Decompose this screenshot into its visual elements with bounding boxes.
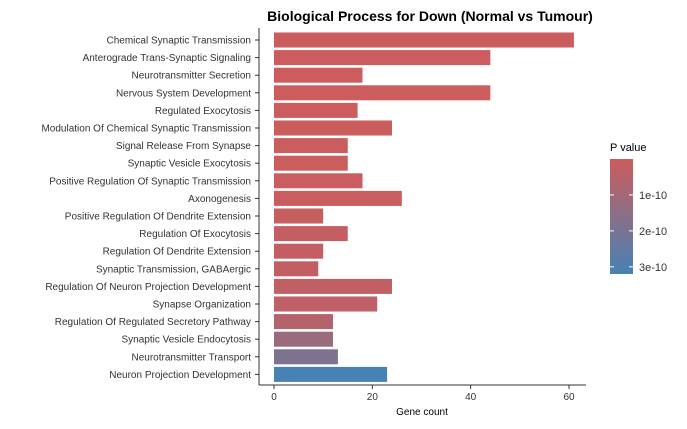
x-axis-title: Gene count xyxy=(396,407,448,418)
bar xyxy=(274,226,348,242)
bar xyxy=(274,67,363,83)
y-axis-labels: Chemical Synaptic Transmission Anterograd… xyxy=(41,28,260,385)
x-tick-label: 60 xyxy=(563,392,575,403)
bar xyxy=(274,155,348,171)
y-tick-label: Synaptic Vesicle Endocytosis xyxy=(121,335,251,346)
bar xyxy=(274,278,392,294)
y-tick-label: Anterograde Trans-Synaptic Signaling xyxy=(83,53,251,64)
bar xyxy=(274,120,392,136)
y-tick-label: Axonogenesis xyxy=(188,194,251,205)
bar xyxy=(274,138,348,154)
bar xyxy=(274,243,324,259)
legend-tick-label: 2e-10 xyxy=(639,226,667,238)
y-tick-label: Regulation Of Dendrite Extension xyxy=(103,247,251,258)
y-tick-label: Positive Regulation Of Synaptic Transmis… xyxy=(49,176,251,187)
y-tick-label: Synaptic Vesicle Exocytosis xyxy=(128,159,251,170)
bar xyxy=(274,314,333,330)
legend-tick-label: 3e-10 xyxy=(639,262,667,274)
chart-title: Biological Process for Down (Normal vs T… xyxy=(267,8,593,24)
bar xyxy=(274,366,388,382)
bar xyxy=(274,261,319,277)
legend-tick-label: 1e-10 xyxy=(639,190,667,202)
bar xyxy=(274,349,338,365)
bars-layer xyxy=(274,32,574,382)
bar xyxy=(274,208,324,224)
y-tick-label: Regulation Of Regulated Secretory Pathwa… xyxy=(55,317,251,328)
y-tick-label: Neurotransmitter Transport xyxy=(132,352,252,363)
y-tick-label: Regulation Of Exocytosis xyxy=(139,229,251,240)
y-tick-label: Neuron Projection Development xyxy=(109,370,251,381)
y-tick-label: Regulation Of Neuron Projection Developm… xyxy=(45,282,251,293)
y-tick-label: Regulated Exocytosis xyxy=(155,106,251,117)
y-tick-label: Synaptic Transmission, GABAergic xyxy=(96,264,251,275)
bar xyxy=(274,296,378,312)
y-tick-label: Positive Regulation Of Dendrite Extensio… xyxy=(65,212,251,223)
x-tick-label: 0 xyxy=(271,392,277,403)
bar xyxy=(274,102,358,118)
bar xyxy=(274,190,402,206)
x-tick-label: 40 xyxy=(465,392,477,403)
x-tick-label: 20 xyxy=(367,392,379,403)
y-tick-label: Signal Release From Synapse xyxy=(116,141,252,152)
y-tick-label: Modulation Of Chemical Synaptic Transmis… xyxy=(41,124,251,135)
bar xyxy=(274,85,491,101)
y-tick-label: Synapse Organization xyxy=(153,300,251,311)
legend-colorbar xyxy=(610,159,633,274)
bar xyxy=(274,173,363,189)
bar xyxy=(274,331,333,347)
legend-title: P value xyxy=(610,142,647,154)
bar xyxy=(274,50,491,66)
y-tick-label: Neurotransmitter Secretion xyxy=(132,71,252,82)
bar xyxy=(274,32,574,48)
y-tick-label: Nervous System Development xyxy=(116,88,251,99)
x-axis: 0 20 40 60 xyxy=(259,384,586,403)
legend: P value 1e-10 2e-10 3e-10 xyxy=(610,142,667,274)
y-tick-label: Chemical Synaptic Transmission xyxy=(107,36,252,47)
